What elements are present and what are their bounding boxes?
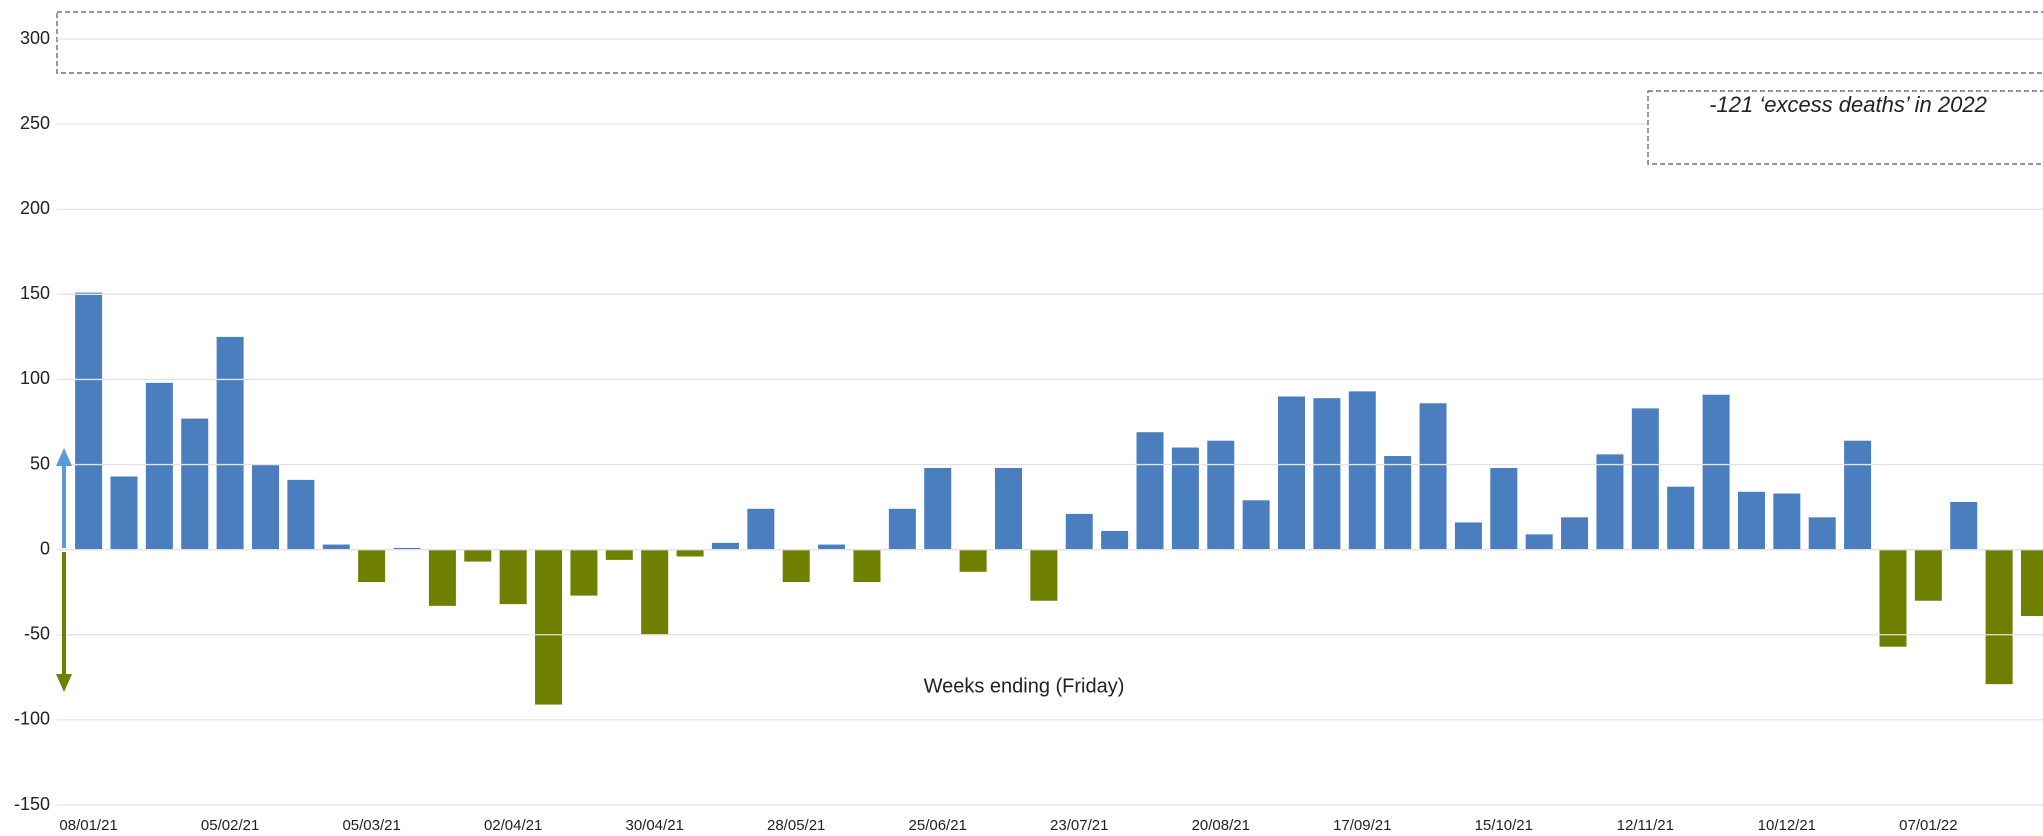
x-tick-label: 30/04/21 bbox=[625, 817, 683, 834]
bar bbox=[1773, 493, 1801, 550]
bar bbox=[818, 544, 846, 550]
bar bbox=[1737, 491, 1765, 550]
bar bbox=[1278, 396, 1306, 550]
top-box bbox=[56, 11, 2043, 74]
y-tick-label: -50 bbox=[24, 624, 50, 644]
bar bbox=[1313, 398, 1341, 550]
bar bbox=[1207, 440, 1235, 550]
x-tick-label: 12/11/21 bbox=[1617, 817, 1674, 834]
bar bbox=[782, 549, 810, 583]
bar bbox=[1136, 432, 1164, 550]
bar bbox=[1065, 513, 1093, 550]
bar bbox=[1702, 394, 1730, 550]
bar bbox=[110, 476, 138, 550]
bar bbox=[924, 467, 952, 550]
bar bbox=[322, 544, 350, 550]
y-tick-label: 100 bbox=[20, 368, 50, 388]
bar bbox=[2021, 549, 2043, 617]
bar bbox=[1914, 549, 1942, 601]
x-tick-label: 15/10/21 bbox=[1475, 817, 1533, 834]
annotation-box bbox=[1647, 90, 2043, 165]
bar bbox=[499, 549, 527, 605]
y-tick-label: -150 bbox=[14, 794, 50, 814]
up-arrow-head bbox=[56, 448, 72, 466]
down-arrow-head bbox=[56, 674, 72, 692]
bar bbox=[181, 418, 209, 550]
bar bbox=[216, 336, 244, 550]
bar bbox=[1030, 549, 1058, 601]
x-tick-label: 10/12/21 bbox=[1758, 817, 1816, 834]
bar bbox=[145, 382, 173, 550]
y-tick-label: -100 bbox=[14, 709, 50, 729]
bar bbox=[252, 464, 279, 550]
bar bbox=[1844, 440, 1872, 550]
y-tick-label: 200 bbox=[20, 198, 50, 218]
bar bbox=[1525, 534, 1553, 550]
y-tick-label: 50 bbox=[30, 453, 50, 473]
arrows bbox=[56, 448, 72, 692]
x-tick-label: 17/09/21 bbox=[1333, 817, 1391, 834]
axis-note: Weeks ending (Friday) bbox=[924, 675, 1125, 697]
bar bbox=[428, 549, 456, 606]
bar bbox=[1879, 549, 1907, 647]
x-tick-label: 08/01/21 bbox=[59, 817, 117, 834]
bar bbox=[535, 549, 563, 705]
bar bbox=[994, 467, 1022, 550]
bar bbox=[287, 479, 315, 550]
bar bbox=[1631, 408, 1659, 550]
bar bbox=[1490, 467, 1518, 550]
bar bbox=[1596, 454, 1624, 550]
bar bbox=[676, 549, 704, 557]
bar bbox=[358, 549, 386, 583]
x-tick-label: 25/06/21 bbox=[909, 817, 967, 834]
bar bbox=[1101, 530, 1129, 550]
bar bbox=[1950, 502, 1978, 550]
bar bbox=[853, 549, 881, 583]
bar bbox=[711, 542, 739, 550]
x-tick-label: 20/08/21 bbox=[1192, 817, 1250, 834]
bar bbox=[1985, 549, 2013, 685]
bar bbox=[1348, 391, 1376, 550]
bar bbox=[1384, 456, 1412, 550]
bar bbox=[464, 549, 492, 562]
x-tick-label: 02/04/21 bbox=[484, 817, 542, 834]
y-tick-label: 250 bbox=[20, 113, 50, 133]
bar bbox=[1242, 500, 1270, 550]
annotation: -121 ‘excess deaths’ in 2022 bbox=[1709, 92, 1987, 117]
bar bbox=[605, 549, 633, 560]
bar bbox=[1561, 517, 1589, 550]
x-tick-label: 07/01/22 bbox=[1899, 817, 1957, 834]
bar bbox=[1171, 447, 1199, 550]
x-tick-label: 05/02/21 bbox=[201, 817, 259, 834]
bar bbox=[1808, 517, 1836, 550]
x-tick-label: 28/05/21 bbox=[767, 817, 825, 834]
bar bbox=[1667, 486, 1695, 550]
bar bbox=[747, 508, 775, 550]
bar bbox=[570, 549, 598, 596]
y-tick-label: 0 bbox=[40, 538, 50, 558]
bar bbox=[75, 292, 103, 550]
bar bbox=[641, 549, 669, 635]
x-tick-label: 05/03/21 bbox=[342, 817, 400, 834]
bar bbox=[888, 508, 916, 550]
bar bbox=[959, 549, 987, 572]
bar bbox=[1454, 522, 1482, 550]
bar bbox=[1419, 403, 1447, 550]
bar bbox=[393, 547, 421, 550]
y-tick-label: 150 bbox=[20, 283, 50, 303]
y-tick-label: 300 bbox=[20, 28, 50, 48]
x-tick-label: 23/07/21 bbox=[1050, 817, 1108, 834]
